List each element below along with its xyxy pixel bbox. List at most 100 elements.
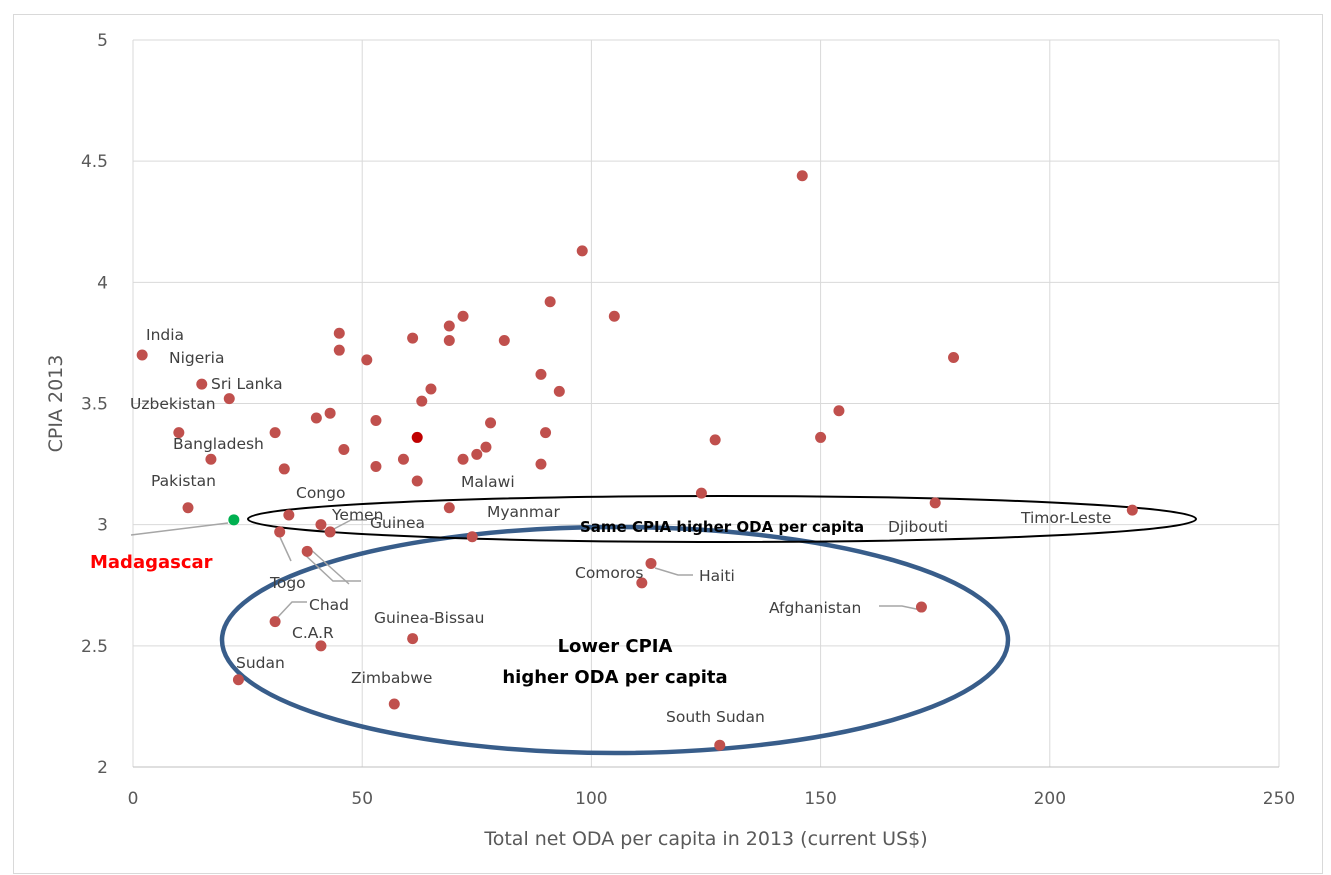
leader-line xyxy=(879,605,922,611)
data-point xyxy=(232,674,244,686)
data-point xyxy=(535,458,547,470)
data-point xyxy=(443,320,455,332)
data-point xyxy=(645,557,657,569)
data-point xyxy=(333,327,345,339)
data-point xyxy=(544,296,556,308)
data-point xyxy=(1126,504,1138,516)
data-point xyxy=(498,334,510,346)
data-point xyxy=(535,368,547,380)
x-tick-label: 200 xyxy=(1034,789,1066,809)
point-label: India xyxy=(146,326,184,344)
data-point xyxy=(576,245,588,257)
data-points xyxy=(136,170,1138,751)
point-label: Guinea xyxy=(370,514,425,532)
point-label: Congo xyxy=(296,484,345,502)
data-point xyxy=(443,502,455,514)
y-tick-label: 3 xyxy=(97,516,108,536)
point-label: C.A.R xyxy=(292,624,334,642)
madagascar-point xyxy=(228,514,240,526)
data-point xyxy=(471,448,483,460)
average-point xyxy=(411,431,423,443)
data-point xyxy=(443,334,455,346)
x-axis-title: Total net ODA per capita in 2013 (curren… xyxy=(483,828,927,850)
madagascar-label: Madagascar xyxy=(90,552,213,573)
same-cpia-ellipse xyxy=(247,495,1197,543)
data-point xyxy=(480,441,492,453)
data-point xyxy=(407,633,419,645)
y-tick-label: 5 xyxy=(97,31,108,51)
leader-line xyxy=(308,547,350,585)
tick-labels: 0 50 100 150 200 250 2 2.5 3 3.5 4 4.5 5 xyxy=(81,31,1295,809)
leader-line xyxy=(329,519,367,532)
x-tick-label: 250 xyxy=(1263,789,1295,809)
y-tick-label: 3.5 xyxy=(81,395,108,415)
data-point xyxy=(370,461,382,473)
lower-cpia-note-line1: Lower CPIA xyxy=(558,636,673,657)
data-point xyxy=(695,487,707,499)
data-point xyxy=(915,601,927,613)
y-axis-title: CPIA 2013 xyxy=(45,355,67,453)
data-point xyxy=(269,427,281,439)
grid-lines xyxy=(132,39,1280,768)
point-label: Bangladesh xyxy=(173,435,264,453)
data-point xyxy=(553,385,565,397)
data-point xyxy=(324,407,336,419)
data-point xyxy=(333,344,345,356)
leader-line xyxy=(654,567,693,576)
data-point xyxy=(310,412,322,424)
data-point xyxy=(173,427,185,439)
point-label: Nigeria xyxy=(169,349,224,367)
point-label: Guinea-Bissau xyxy=(374,609,484,627)
data-point xyxy=(929,497,941,509)
x-tick-label: 50 xyxy=(351,789,373,809)
point-label: Togo xyxy=(269,574,306,592)
data-point xyxy=(416,395,428,407)
x-tick-label: 0 xyxy=(128,789,139,809)
point-label: Pakistan xyxy=(151,472,216,490)
lower-cpia-note-line2: higher ODA per capita xyxy=(502,667,727,688)
point-label: Afghanistan xyxy=(769,599,861,617)
data-point xyxy=(315,519,327,531)
data-point xyxy=(370,414,382,426)
data-point xyxy=(196,378,208,390)
y-tick-label: 2.5 xyxy=(81,637,108,657)
data-point xyxy=(223,393,235,405)
chart-frame xyxy=(13,14,1323,874)
data-point xyxy=(796,170,808,182)
data-point xyxy=(833,405,845,417)
y-tick-label: 2 xyxy=(97,758,108,778)
point-label: Djibouti xyxy=(888,518,948,536)
point-label: Uzbekistan xyxy=(130,395,216,413)
data-point xyxy=(948,351,960,363)
data-point xyxy=(338,444,350,456)
leader-line xyxy=(302,552,361,582)
point-label: Sudan xyxy=(236,654,285,672)
x-tick-label: 150 xyxy=(804,789,836,809)
data-point xyxy=(714,739,726,751)
point-label: Zimbabwe xyxy=(351,669,432,687)
data-point xyxy=(315,640,327,652)
point-label: South Sudan xyxy=(666,708,765,726)
point-labels: India Nigeria Sri Lanka Uzbekistan Banglades… xyxy=(90,326,1111,726)
data-point xyxy=(457,310,469,322)
annotation-text: Same CPIA higher ODA per capita Lower CPI… xyxy=(502,518,864,688)
y-tick-label: 4.5 xyxy=(81,152,108,172)
data-point xyxy=(205,453,217,465)
data-point xyxy=(269,616,281,628)
annotation-shapes xyxy=(219,495,1197,756)
data-point xyxy=(136,349,148,361)
data-point xyxy=(709,434,721,446)
leader-line xyxy=(130,522,229,536)
point-label: Malawi xyxy=(461,473,515,491)
point-label: Chad xyxy=(309,596,349,614)
data-point xyxy=(301,545,313,557)
point-label: Timor-Leste xyxy=(1020,509,1111,527)
data-point xyxy=(540,427,552,439)
data-point xyxy=(283,509,295,521)
same-cpia-note: Same CPIA higher ODA per capita xyxy=(580,518,864,536)
data-point xyxy=(815,431,827,443)
leader-line xyxy=(278,534,292,562)
data-point xyxy=(411,475,423,487)
data-point xyxy=(397,453,409,465)
